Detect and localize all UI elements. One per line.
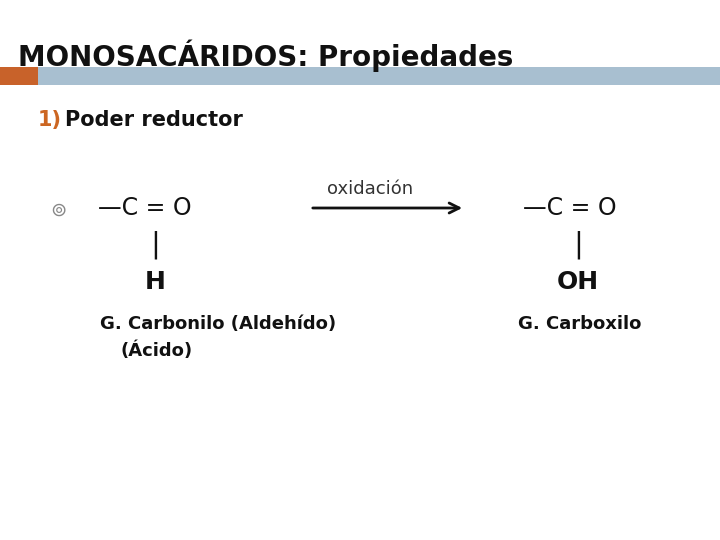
- Text: MONOSACÁRIDOS: Propiedades: MONOSACÁRIDOS: Propiedades: [18, 40, 513, 72]
- Text: 1): 1): [38, 110, 62, 130]
- Bar: [38, 67, 720, 85]
- Text: |: |: [573, 231, 583, 259]
- Text: —C = O: —C = O: [98, 196, 192, 220]
- Text: (Ácido): (Ácido): [120, 342, 192, 361]
- Text: OH: OH: [557, 270, 599, 294]
- Bar: [0, 67, 38, 85]
- Text: ⊚: ⊚: [50, 200, 66, 219]
- Text: —C = O: —C = O: [523, 196, 617, 220]
- Text: |: |: [150, 231, 160, 259]
- Text: G. Carboxilo: G. Carboxilo: [518, 315, 642, 333]
- Text: oxidación: oxidación: [327, 180, 413, 198]
- Text: G. Carbonilo (Aldehído): G. Carbonilo (Aldehído): [100, 315, 336, 333]
- Text: H: H: [145, 270, 166, 294]
- Text: Poder reductor: Poder reductor: [65, 110, 243, 130]
